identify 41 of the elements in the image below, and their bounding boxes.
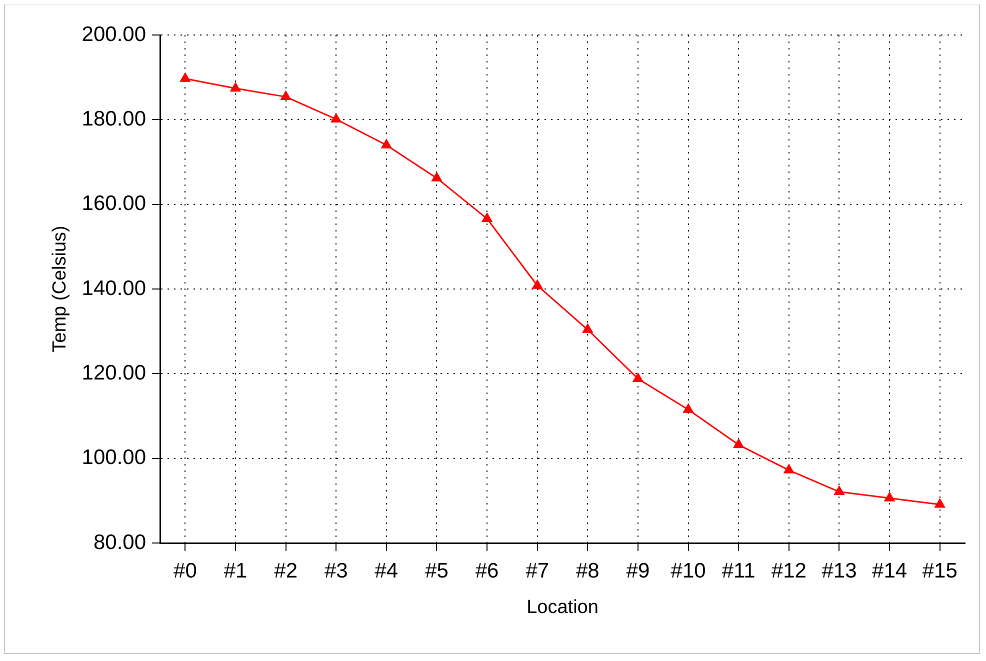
point	[180, 72, 190, 82]
point	[280, 91, 291, 100]
point	[582, 324, 593, 333]
x-tick-label: #6	[475, 559, 499, 582]
x-axis-title: Location	[526, 596, 598, 618]
x-tick-label: #0	[174, 559, 197, 582]
point	[784, 464, 794, 474]
x-tick-label: #9	[626, 559, 650, 582]
y-tick-label: 80.00	[93, 530, 146, 554]
y-tick-label: 200.00	[82, 22, 146, 46]
y-tick-label: 100.00	[82, 446, 146, 470]
x-tick-label: #10	[670, 559, 706, 582]
y-tick-label: 160.00	[82, 192, 146, 216]
point	[230, 82, 241, 92]
x-tick-label: #1	[224, 559, 248, 582]
point	[934, 498, 945, 508]
x-tick-label: #8	[576, 559, 600, 582]
point	[683, 404, 694, 413]
x-tick-label: #14	[872, 559, 908, 582]
x-tick-label: #2	[274, 559, 298, 582]
point	[532, 280, 542, 289]
x-tick-label: #12	[771, 559, 806, 582]
x-tick-label: #15	[922, 559, 958, 582]
x-tick-label: #13	[822, 559, 857, 582]
y-tick-label: 120.00	[82, 361, 146, 384]
y-tick-label: 180.00	[82, 107, 146, 130]
point	[632, 372, 644, 382]
point	[432, 172, 442, 182]
point	[331, 113, 342, 122]
point	[482, 212, 492, 222]
y-tick-label: 140.00	[82, 276, 146, 300]
y-axis-title: Temp (Celsius)	[50, 226, 71, 352]
x-tick-label: #4	[374, 559, 398, 582]
x-tick-label: #7	[526, 559, 550, 582]
point	[381, 139, 392, 148]
point	[734, 439, 744, 448]
x-tick-label: #3	[324, 559, 348, 582]
x-tick-label: #5	[425, 559, 448, 582]
point	[834, 486, 844, 496]
x-tick-label: #11	[722, 559, 756, 582]
point	[884, 492, 895, 502]
